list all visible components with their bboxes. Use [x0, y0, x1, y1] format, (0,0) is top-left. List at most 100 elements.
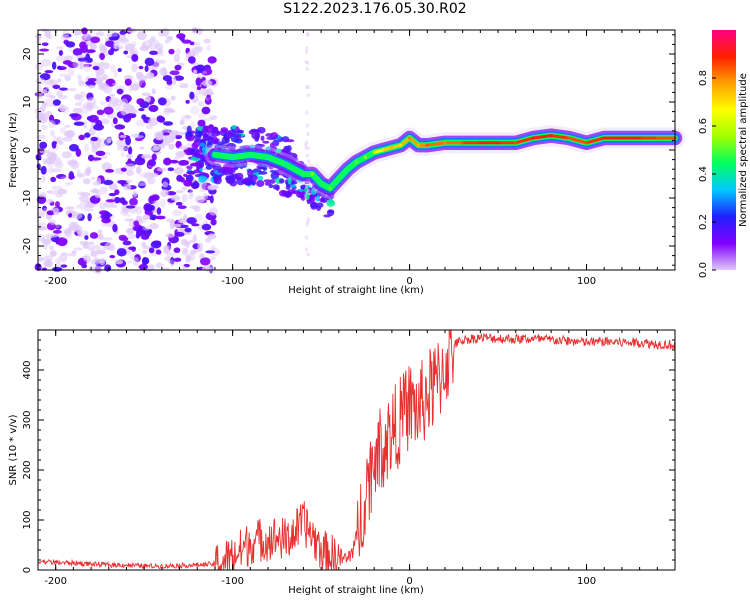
heatmap-cell: [125, 228, 133, 234]
heatmap-cell: [168, 143, 175, 150]
heatmap-cell: [91, 145, 103, 150]
heatmap-cell: [83, 208, 94, 212]
heatmap-cell: [60, 127, 67, 134]
heatmap-cell: [37, 115, 48, 124]
heatmap-cell: [90, 258, 101, 265]
heatmap-cell: [93, 244, 99, 249]
heatmap-cell: [193, 69, 198, 75]
heatmap-cell: [260, 135, 265, 142]
heatmap-cell: [169, 259, 175, 269]
heatmap-cell: [78, 80, 87, 85]
heatmap-cell: [207, 162, 213, 167]
heatmap-cell: [78, 105, 88, 115]
heatmap-cell: [191, 142, 199, 150]
heatmap-cell: [84, 64, 91, 73]
heatmap-cell: [93, 123, 104, 131]
heatmap-cell: [95, 79, 103, 85]
colorbar-tick-label: 0.8: [698, 70, 709, 86]
heatmap-cell: [166, 251, 175, 258]
colorbar-ticks: 0.0 0.2 0.4 0.6 0.8: [698, 70, 716, 278]
heatmap-cell: [116, 139, 126, 148]
heatmap-cell: [72, 211, 83, 220]
heatmap-cell: [58, 49, 63, 56]
heatmap-cell: [50, 176, 57, 183]
heatmap-cell: [164, 245, 172, 253]
heatmap-cell: [136, 31, 147, 41]
heatmap-cell: [181, 186, 188, 191]
heatmap-cell: [43, 243, 48, 251]
heatmap-xlabel: Height of straight line (km): [288, 285, 424, 296]
y-tick-label: -10: [22, 190, 33, 206]
heatmap-cell: [307, 159, 311, 164]
heatmap-cell: [174, 231, 185, 237]
heatmap-cell: [178, 159, 190, 166]
heatmap-cell: [52, 158, 63, 166]
heatmap-cell: [102, 179, 114, 185]
ridge-point: [514, 141, 518, 145]
ridge-point: [248, 153, 252, 157]
heatmap-cell: [146, 71, 154, 79]
heatmap-cell: [305, 140, 309, 145]
heatmap-cell: [40, 165, 47, 175]
heatmap-cell: [76, 172, 86, 178]
heatmap-cell: [106, 137, 112, 144]
heatmap-cell: [122, 103, 134, 112]
heatmap-cell: [39, 141, 48, 149]
x-tick-label: 0: [406, 276, 412, 287]
heatmap-cell: [164, 84, 174, 90]
heatmap-cell: [167, 35, 173, 41]
heatmap-cell: [275, 148, 283, 154]
heatmap-cell: [61, 136, 73, 142]
heatmap-cell: [90, 250, 98, 257]
ridge-point: [655, 136, 659, 140]
heatmap-cell: [42, 157, 54, 165]
heatmap-cell: [91, 61, 100, 67]
heatmap-cell: [45, 86, 51, 90]
heatmap-cell: [146, 177, 156, 185]
heatmap-cell: [208, 207, 219, 216]
heatmap-cell: [186, 149, 196, 154]
heatmap-cell: [67, 159, 77, 166]
heatmap-cell: [320, 195, 328, 204]
heatmap-cell: [120, 152, 125, 157]
heatmap-cell: [82, 178, 91, 185]
heatmap-cell: [78, 134, 85, 141]
heatmap-cell: [37, 222, 47, 226]
heatmap-cell: [48, 190, 59, 195]
heatmap-cell: [163, 256, 171, 261]
heatmap-cell: [127, 158, 132, 164]
heatmap-cell: [197, 242, 203, 252]
heatmap-cell: [149, 223, 159, 230]
heatmap-cell: [135, 71, 144, 79]
heatmap-cell: [65, 41, 76, 48]
heatmap-cell: [49, 250, 57, 257]
heatmap-cell: [275, 185, 280, 191]
heatmap-cell: [159, 198, 166, 208]
heatmap-cell: [202, 133, 208, 141]
heatmap-cell: [109, 93, 115, 97]
heatmap-cell: [188, 191, 194, 201]
heatmap-cell: [147, 38, 157, 45]
heatmap-cell: [46, 151, 58, 159]
heatmap-cell: [169, 224, 175, 230]
heatmap-cell: [104, 50, 109, 57]
y-tick-label: -20: [22, 238, 33, 254]
heatmap-cell: [181, 39, 192, 44]
heatmap-cell: [116, 88, 124, 95]
heatmap-cell: [305, 123, 309, 128]
heatmap-cell: [305, 85, 309, 90]
ridge-segment: [399, 136, 412, 147]
y-tick-label: 300: [22, 410, 33, 429]
heatmap-cell: [90, 247, 100, 256]
heatmap-cell: [52, 207, 60, 216]
heatmap-cell: [203, 68, 213, 76]
heatmap-cell: [179, 217, 184, 224]
heatmap-cell: [269, 142, 275, 149]
heatmap-cell: [269, 169, 280, 173]
heatmap-cell: [136, 228, 146, 237]
heatmap-cell: [51, 168, 63, 173]
heatmap-cell: [67, 67, 75, 77]
heatmap-cell: [47, 162, 54, 170]
heatmap-cell: [94, 191, 101, 199]
